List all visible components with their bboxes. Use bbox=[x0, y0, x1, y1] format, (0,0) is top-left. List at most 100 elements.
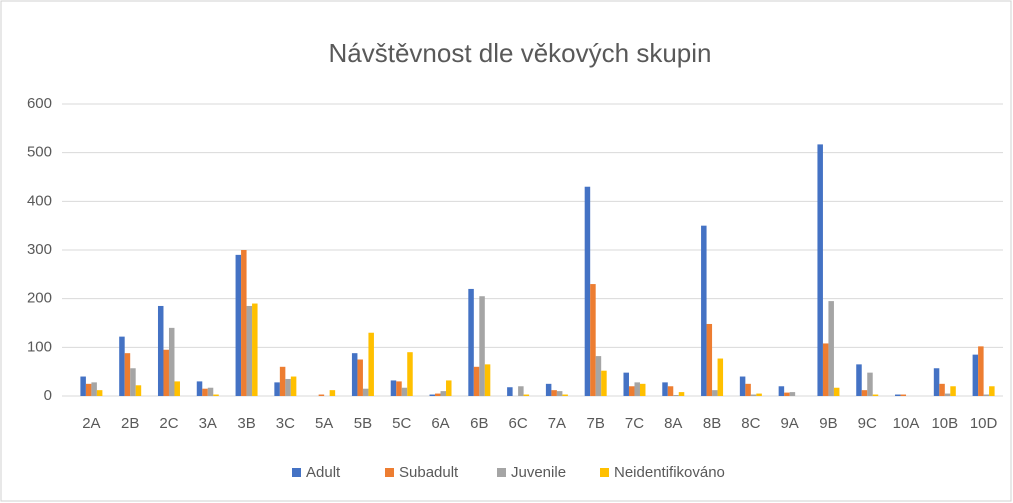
y-tick-label: 500 bbox=[27, 144, 52, 161]
x-tick-label: 9C bbox=[858, 415, 877, 432]
y-tick-label: 400 bbox=[27, 192, 52, 209]
bar bbox=[778, 386, 785, 396]
bar bbox=[274, 382, 280, 396]
bar bbox=[717, 358, 724, 396]
x-tick-label: 8B bbox=[703, 415, 721, 432]
x-tick-label: 10D bbox=[970, 415, 998, 432]
bar bbox=[407, 352, 413, 396]
x-tick-label: 6B bbox=[470, 415, 488, 432]
bar bbox=[590, 284, 596, 396]
bar bbox=[739, 376, 746, 396]
bar bbox=[817, 144, 823, 396]
bar bbox=[545, 383, 552, 396]
bar bbox=[523, 394, 530, 396]
bar bbox=[401, 387, 408, 396]
bar bbox=[833, 387, 840, 396]
x-tick-label: 3A bbox=[199, 415, 217, 432]
bar bbox=[290, 376, 297, 396]
bar bbox=[950, 386, 956, 396]
legend-label: Neidentifikováno bbox=[614, 464, 725, 481]
y-tick-label: 300 bbox=[27, 241, 52, 258]
bar bbox=[202, 388, 208, 396]
bar bbox=[983, 394, 990, 396]
bar bbox=[601, 370, 607, 396]
bar bbox=[856, 364, 862, 396]
bar bbox=[318, 394, 325, 396]
bar bbox=[895, 394, 901, 396]
bar bbox=[279, 366, 286, 396]
bar bbox=[595, 356, 602, 396]
bar bbox=[135, 385, 142, 396]
y-tick-label: 200 bbox=[27, 290, 52, 307]
x-tick-label: 3B bbox=[237, 415, 255, 432]
bar bbox=[124, 353, 131, 396]
legend-label: Subadult bbox=[399, 464, 459, 481]
y-tick-label: 0 bbox=[44, 387, 52, 404]
legend-swatch bbox=[600, 468, 609, 477]
bar bbox=[667, 386, 674, 396]
bar bbox=[745, 383, 751, 396]
bar bbox=[479, 296, 485, 396]
bar bbox=[678, 392, 685, 396]
bar bbox=[163, 349, 169, 396]
bar bbox=[130, 368, 136, 396]
bar bbox=[867, 372, 873, 396]
x-tick-label: 7A bbox=[548, 415, 566, 432]
bar bbox=[174, 381, 180, 396]
bar bbox=[196, 381, 203, 396]
bar bbox=[944, 393, 951, 396]
bar bbox=[446, 380, 452, 396]
bar bbox=[639, 383, 646, 396]
x-tick-label: 3C bbox=[276, 415, 295, 432]
bar bbox=[362, 388, 369, 396]
bar bbox=[828, 301, 834, 396]
bar bbox=[518, 386, 524, 396]
bar bbox=[822, 343, 829, 396]
bar bbox=[91, 382, 97, 396]
bar bbox=[96, 390, 103, 396]
bar bbox=[435, 393, 441, 396]
bar bbox=[861, 390, 868, 396]
bar bbox=[623, 372, 629, 396]
bar bbox=[507, 387, 513, 396]
bar bbox=[119, 336, 125, 396]
bar bbox=[329, 390, 336, 396]
bar bbox=[468, 288, 474, 396]
x-tick-label: 5C bbox=[392, 415, 411, 432]
bar bbox=[978, 346, 984, 396]
x-tick-label: 8A bbox=[664, 415, 682, 432]
bar bbox=[756, 393, 762, 396]
legend-label: Adult bbox=[306, 464, 341, 481]
bar bbox=[712, 390, 718, 396]
bar bbox=[784, 392, 790, 396]
bar bbox=[933, 368, 940, 396]
chart-title: Návštěvnost dle věkových skupin bbox=[329, 38, 712, 68]
bar bbox=[207, 387, 214, 396]
x-tick-label: 7C bbox=[625, 415, 644, 432]
bar bbox=[440, 391, 447, 396]
bar bbox=[556, 391, 563, 396]
bar bbox=[628, 386, 635, 396]
x-tick-label: 2A bbox=[82, 415, 100, 432]
bar bbox=[634, 382, 640, 396]
bar bbox=[584, 186, 591, 396]
bar bbox=[235, 254, 242, 396]
bar bbox=[789, 392, 796, 396]
x-tick-label: 9A bbox=[780, 415, 798, 432]
x-tick-label: 5A bbox=[315, 415, 333, 432]
bar bbox=[357, 359, 363, 396]
bar bbox=[351, 353, 358, 396]
bar bbox=[706, 323, 713, 396]
bar bbox=[80, 376, 86, 396]
bar bbox=[972, 354, 979, 396]
legend-label: Juvenile bbox=[511, 464, 566, 481]
bar bbox=[285, 378, 291, 396]
x-tick-label: 6C bbox=[509, 415, 528, 432]
x-tick-label: 10B bbox=[931, 415, 958, 432]
bar bbox=[252, 303, 258, 396]
bar bbox=[939, 383, 945, 396]
bar bbox=[989, 386, 995, 396]
bar bbox=[396, 381, 402, 396]
